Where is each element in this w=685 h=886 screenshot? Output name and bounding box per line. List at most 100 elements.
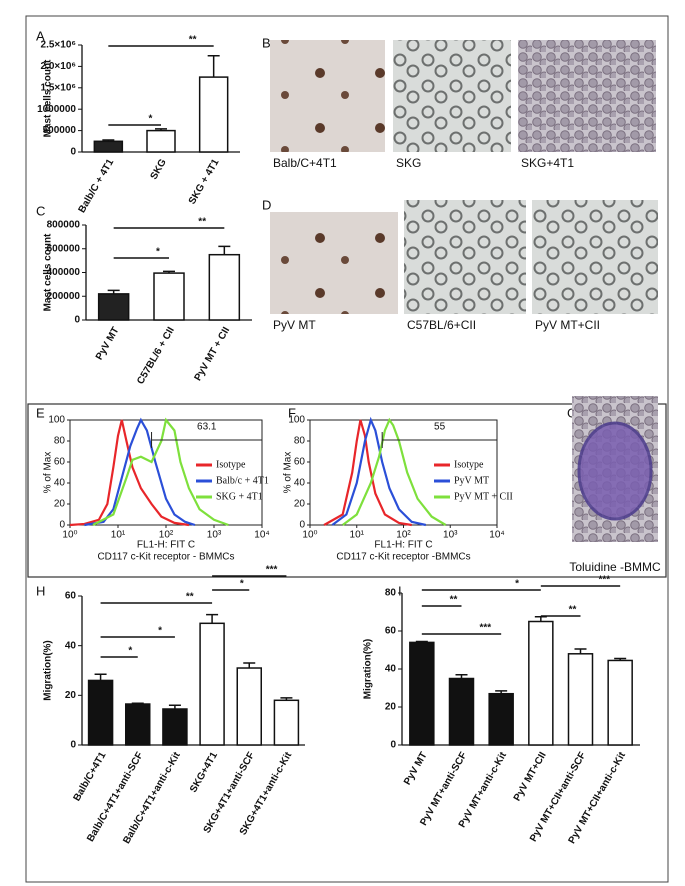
error-bar [614, 657, 627, 661]
histogram-line [92, 417, 229, 527]
y-tick-label: 20 [65, 690, 77, 701]
bar [528, 620, 554, 746]
significance-label: ** [450, 595, 458, 606]
panel-letter: D [262, 197, 271, 212]
y-tick-label: 400000 [47, 267, 81, 278]
micrograph [404, 200, 526, 314]
micrograph [393, 40, 511, 152]
significance-label: * [149, 114, 153, 125]
panel-letter: H [36, 583, 45, 598]
error-bar [495, 690, 508, 694]
error-bar [574, 648, 587, 654]
y-tick-label: 1.5×10⁶ [41, 82, 76, 93]
y-tick-label: 80 [54, 436, 66, 447]
x-tick-label: PyV MT [402, 750, 430, 787]
histogram-line [342, 417, 447, 526]
error-bar [280, 697, 293, 701]
y-tick-label: 60 [385, 626, 397, 637]
x-tick-label: PyV MT+CII [512, 750, 549, 803]
bar [146, 129, 176, 153]
error-bar [131, 702, 144, 705]
significance-label: ** [198, 217, 206, 228]
histogram-line [331, 416, 427, 527]
caption: CD117 c-Kit receptor -BMMCs [336, 552, 470, 563]
x-tick-label: Balb/C+4T1 [72, 750, 109, 803]
y-tick-label: 2.5×10⁶ [41, 40, 76, 51]
caption: SKG+4T1 [521, 156, 574, 170]
gate [381, 432, 498, 448]
x-tick-label: C57BL/6 + CII [135, 325, 177, 386]
significance-label: * [128, 646, 132, 657]
x-axis-label: FL1-H: FIT C [137, 540, 195, 551]
y-tick-label: 2.0×10⁶ [41, 61, 76, 72]
x-tick-label: PyV MT + CII [193, 325, 233, 383]
x-tick-label: PyV MT [94, 325, 122, 362]
error-bar [415, 640, 428, 643]
significance-label: ** [569, 605, 577, 616]
x-tick-label: 10⁰ [62, 530, 77, 541]
plot-frame [69, 419, 263, 526]
x-tick-label: 10⁰ [302, 530, 317, 541]
x-tick-label: 10⁴ [489, 530, 504, 541]
error-bar [206, 613, 219, 624]
y-tick-label: 20 [385, 702, 397, 713]
significance-label: *** [479, 623, 491, 634]
panel-letter: A [36, 28, 45, 43]
caption: CD117 c-Kit receptor - BMMCs [97, 552, 234, 563]
panel-letter: C [36, 203, 45, 218]
x-tick-label: Balb/C + 4T1 [77, 157, 117, 215]
legend-label: PyV MT + CII [454, 491, 513, 502]
caption: Toluidine -BMMC [569, 560, 661, 574]
histogram-line [69, 419, 190, 527]
error-bar [168, 704, 181, 709]
legend-label: Isotype [216, 459, 246, 470]
significance-label: * [515, 579, 519, 590]
y-tick-label: 100 [288, 415, 305, 426]
bar [567, 653, 594, 746]
stained-cell-cluster [577, 421, 653, 521]
panel-letter: B [262, 35, 271, 50]
caption: PyV MT [273, 318, 316, 332]
gate-label: 55 [434, 422, 446, 433]
x-tick-label: SKG+4T1 [188, 750, 220, 795]
bar [93, 140, 124, 153]
y-tick-label: 0 [299, 520, 305, 531]
legend-label: PyV MT [454, 475, 489, 486]
y-tick-label: 0 [70, 740, 76, 751]
micrograph [270, 212, 398, 314]
bar [236, 667, 262, 746]
caption: PyV MT+CII [535, 318, 600, 332]
y-tick-label: 1000000 [37, 104, 76, 115]
y-tick-label: 40 [385, 664, 397, 675]
gate-label: 63.1 [197, 422, 217, 433]
flow-panel-frame [27, 403, 667, 578]
plot-frame [309, 419, 498, 526]
bar [87, 679, 114, 746]
significance-label: *** [598, 575, 610, 586]
y-tick-label: 100 [48, 415, 65, 426]
micrograph [270, 40, 385, 152]
significance-label: ** [189, 35, 197, 46]
bar [448, 677, 475, 746]
bar [208, 253, 241, 321]
x-tick-label: 10³ [443, 530, 458, 541]
x-tick-label: 10³ [207, 530, 222, 541]
y-tick-label: 0 [390, 740, 396, 751]
y-axis-label: Mast cells count [43, 59, 54, 137]
figure-frame [25, 15, 669, 883]
micrograph [532, 200, 658, 314]
histogram-line [84, 417, 196, 527]
x-tick-label: 10¹ [350, 530, 365, 541]
caption: C57BL/6+CII [407, 318, 476, 332]
y-tick-label: 60 [294, 457, 306, 468]
caption: Balb/C+4T1 [273, 156, 337, 170]
y-tick-label: 0 [59, 520, 65, 531]
y-tick-label: 600000 [47, 243, 81, 254]
significance-label: ** [186, 592, 194, 603]
significance-label: * [240, 579, 244, 590]
y-tick-label: 60 [65, 591, 77, 602]
legend-label: Balb/c + 4T1 [216, 475, 269, 486]
y-axis-label: Migration(%) [43, 640, 54, 701]
significance-label: * [158, 626, 162, 637]
